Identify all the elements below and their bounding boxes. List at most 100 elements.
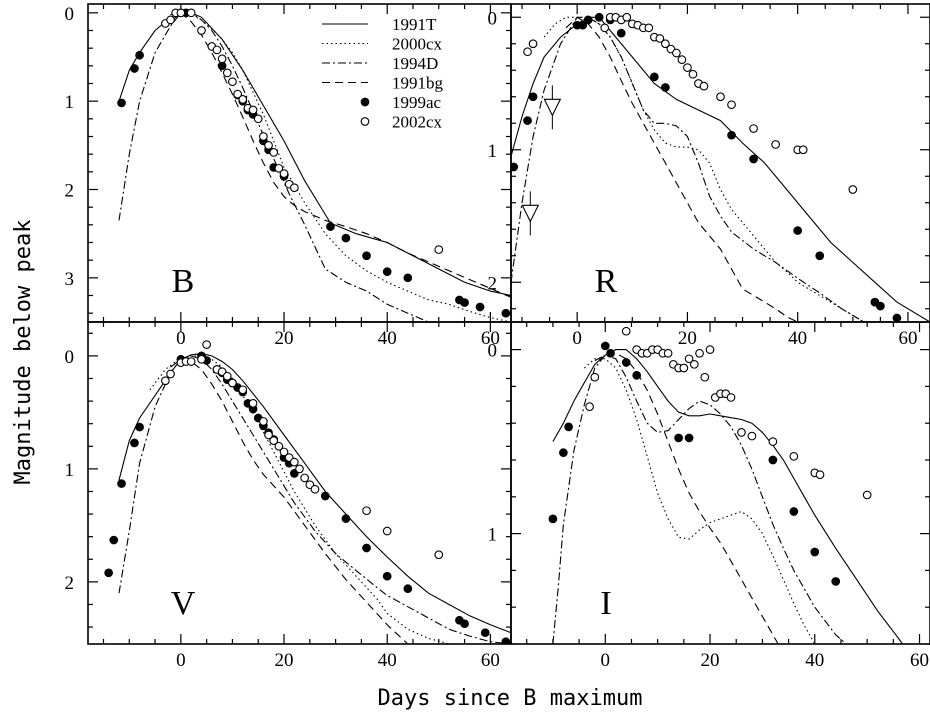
series-2002cx-point — [726, 393, 736, 402]
series-1994d-line — [552, 354, 848, 644]
series-2002cx-point — [815, 470, 825, 480]
series-2002cx-point — [228, 77, 237, 87]
series-2002cx-point — [186, 357, 196, 366]
y-tick-label: 1 — [65, 460, 75, 481]
series-1999ac-point — [130, 438, 139, 448]
series-2002cx-point — [699, 81, 709, 91]
y-tick-label: 1 — [488, 525, 498, 546]
series-2002cx-point — [663, 348, 673, 358]
y-tick-label: 0 — [488, 341, 498, 362]
x-tick-label: 0 — [176, 650, 186, 671]
series-1994d-line — [511, 16, 865, 322]
series-2002cx-point — [166, 369, 175, 379]
plot-area — [548, 326, 904, 644]
series-2002cx-point — [176, 8, 186, 18]
y-tick-label: 2 — [488, 273, 498, 294]
series-1991t-line — [511, 16, 930, 322]
series-1999ac-point — [109, 535, 119, 545]
x-tick-label: 60 — [898, 328, 917, 349]
series-1999ac-point — [632, 371, 642, 380]
series-1991bg-line — [594, 352, 779, 644]
panel-r: 0 20 40 60 0 1 2 R — [488, 3, 930, 349]
series-1999ac-point — [831, 577, 841, 586]
series-1991bg-line — [170, 358, 409, 644]
series-upper-limits-point — [543, 98, 562, 117]
band-label: R — [595, 263, 618, 300]
series-1999ac-point — [649, 72, 659, 82]
series-2002cx-point — [269, 436, 279, 445]
series-2002cx-point — [789, 451, 799, 461]
legend-label: 1994D — [392, 54, 438, 73]
series-1999ac-point — [727, 130, 736, 140]
series-1999ac-point — [892, 313, 902, 322]
series-2002cx-point — [644, 23, 654, 33]
series-2002cx-point — [259, 417, 268, 426]
legend-swatch — [360, 117, 370, 126]
series-2002cx-point — [771, 140, 780, 149]
legend-label: 1991T — [392, 15, 437, 34]
series-1999ac-point — [217, 61, 227, 71]
panel-frame — [87, 3, 512, 323]
series-1999ac-point — [578, 20, 588, 30]
series-1999ac-point — [789, 507, 799, 516]
series-2002cx-point — [222, 371, 232, 381]
x-tick-label: 0 — [176, 328, 186, 349]
series-1999ac-point — [885, 643, 891, 644]
series-2000cx-line — [543, 16, 865, 322]
x-tick-label: 20 — [275, 328, 294, 349]
y-tick-label: 0 — [65, 4, 75, 25]
panel-i: 0 20 40 60 0 1 I — [488, 321, 930, 671]
series-2002cx-point — [238, 95, 248, 104]
series-2000cx-line — [170, 12, 511, 322]
series-2002cx-point — [600, 23, 610, 33]
series-2002cx-point — [289, 457, 299, 467]
series-2002cx-point — [677, 55, 687, 65]
series-1999ac-point — [600, 341, 610, 351]
series-1999ac-point — [815, 251, 825, 261]
series-2002cx-point — [862, 490, 872, 500]
series-1999ac-point — [130, 64, 139, 73]
series-2002cx-point — [679, 363, 689, 373]
y-tick-label: 1 — [65, 92, 75, 113]
x-tick-label: 40 — [378, 650, 397, 671]
series-2002cx-point — [590, 372, 600, 382]
plot-area — [511, 12, 930, 322]
series-2002cx-point — [727, 100, 736, 110]
series-2002cx-point — [217, 54, 227, 64]
series-2002cx-point — [300, 473, 310, 483]
series-1999ac-point — [362, 543, 371, 553]
series-1999ac-point — [362, 251, 371, 261]
x-tick-label: 20 — [678, 328, 697, 349]
series-2002cx-point — [848, 185, 858, 194]
series-2002cx-point — [747, 431, 757, 441]
series-2002cx-point — [621, 326, 631, 336]
series-1999ac-point — [749, 154, 758, 164]
series-2002cx-point — [222, 68, 232, 78]
series-1999ac-point — [320, 491, 330, 501]
series-1999ac-point — [341, 233, 351, 243]
series-2002cx-point — [166, 15, 175, 25]
series-2002cx-point — [798, 145, 808, 155]
series-1999ac-point — [548, 514, 558, 524]
series-2002cx-point — [212, 45, 222, 55]
series-1999ac-point — [460, 619, 469, 629]
y-tick-label: 1 — [488, 141, 498, 162]
series-1999ac-point — [326, 222, 335, 231]
series-1991t-line — [118, 12, 511, 297]
series-2002cx-point — [279, 447, 289, 457]
series-2002cx-point — [689, 359, 699, 369]
series-1999ac-point — [523, 116, 532, 125]
series-2002cx-point — [197, 354, 206, 364]
series-1999ac-point — [135, 422, 144, 432]
y-axis-title: Magnitude below peak — [11, 220, 36, 485]
series-2002cx-point — [749, 124, 758, 133]
series-2002cx-point — [238, 385, 248, 395]
series-1999ac-point — [341, 514, 351, 523]
series-2002cx-point — [705, 345, 715, 354]
series-2000cx-line — [583, 358, 816, 644]
series-2002cx-point — [279, 169, 289, 178]
series-2002cx-point — [661, 39, 670, 49]
series-1999ac-point — [480, 628, 490, 638]
